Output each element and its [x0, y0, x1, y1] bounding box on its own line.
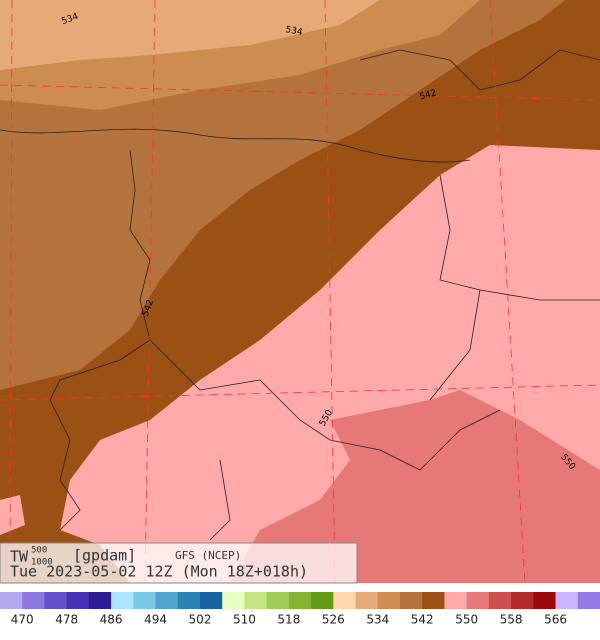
colorbar-swatch [44, 592, 68, 609]
colorbar-swatch [22, 592, 45, 609]
colorbar-swatch [333, 592, 357, 609]
colorbar-swatch [111, 592, 134, 609]
colorbar-swatch [355, 592, 379, 609]
colorbar-swatch [488, 592, 512, 609]
field-region [230, 390, 600, 583]
colorbar-label: 494 [144, 613, 167, 627]
colorbar-label: 526 [322, 613, 345, 627]
colorbar-swatch [422, 592, 445, 609]
colorbar-swatch [311, 592, 334, 609]
valid-time: Tue 2023-05-02 12Z (Mon 18Z+018h) [10, 563, 308, 581]
colorbar-label: 542 [411, 613, 434, 627]
colorbar-swatch [511, 592, 534, 609]
map [0, 0, 600, 584]
contour-label: 542 [419, 88, 438, 102]
colorbar-swatch [0, 592, 23, 609]
colorbar-label: 550 [455, 613, 478, 627]
field-region [0, 0, 380, 70]
colorbar-swatch [400, 592, 423, 609]
field-region [0, 495, 25, 535]
colorbar-label: 486 [100, 613, 123, 627]
colorbar-swatch [577, 592, 600, 609]
colorbar-swatch [177, 592, 201, 609]
colorbar-swatch [200, 592, 223, 609]
header-box [0, 542, 358, 584]
model: GFS (NCEP) [175, 549, 241, 562]
subscript: 1000 [31, 558, 53, 568]
borders [0, 49, 600, 541]
colorbar-swatch [444, 592, 468, 609]
colorbar-label: 510 [233, 613, 256, 627]
colorbar-swatch [222, 592, 245, 609]
colorbar-swatch [244, 592, 268, 609]
colorbar-label: 470 [11, 613, 34, 627]
colorbar-swatch [288, 592, 312, 609]
colorbar-label: 534 [366, 613, 389, 627]
colorbar-swatch [155, 592, 179, 609]
colorbar-label: 478 [55, 613, 78, 627]
colorbar-swatch [66, 592, 90, 609]
colorbar-swatch [266, 592, 290, 609]
units: [gpdam] [73, 547, 136, 565]
colorbar-label: 502 [189, 613, 212, 627]
colorbar-swatch [88, 592, 112, 609]
colorbar-swatch [466, 592, 490, 609]
colorbar-swatch [377, 592, 401, 609]
contour-label: 534 [285, 25, 304, 38]
colorbar-label: 566 [544, 613, 567, 627]
graticule [0, 0, 600, 584]
superscript: 500 [31, 546, 47, 556]
colorbar-swatch [533, 592, 557, 609]
colorbar-label: 558 [500, 613, 523, 627]
variable: TW [10, 548, 29, 566]
colorbar-label: 518 [277, 613, 300, 627]
colorbar-swatch [133, 592, 157, 609]
colorbar-swatch [555, 592, 579, 609]
